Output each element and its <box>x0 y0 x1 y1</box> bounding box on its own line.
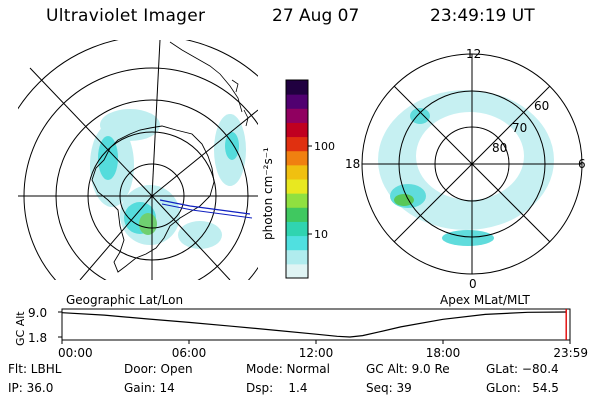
ip-status: IP: 36.0 <box>8 381 54 395</box>
apex-label: Apex MLat/MLT <box>440 293 530 307</box>
mlat-label-70: 70 <box>512 121 527 135</box>
mlt-label-18: 18 <box>345 157 360 171</box>
coastline <box>91 125 215 273</box>
mlt-label-12: 12 <box>466 47 481 61</box>
mlat-label-80: 80 <box>492 141 507 155</box>
orbit-track <box>159 199 251 215</box>
glon-status: GLon: 54.5 <box>486 381 559 395</box>
y-axis-label: GC Alt <box>14 311 27 346</box>
door-status: Door: Open <box>124 362 193 376</box>
colorbar-segment <box>286 263 308 279</box>
mlt-label-6: 6 <box>578 157 586 171</box>
glat-status: GLat: −80.4 <box>486 362 559 376</box>
altitude-chart <box>58 308 571 344</box>
mlat-label-60: 60 <box>534 99 549 113</box>
colorbar-segment <box>286 150 308 166</box>
colorbar-segment <box>286 249 308 265</box>
geographic-label: Geographic Lat/Lon <box>66 293 183 307</box>
altitude-series-line <box>61 311 567 338</box>
x-tick-label: 00:00 <box>58 346 93 360</box>
colorbar-segment <box>286 193 308 208</box>
colorbar <box>285 79 312 279</box>
mlt-label-0: 0 <box>469 277 477 291</box>
x-tick-label: 23:59 <box>553 346 588 360</box>
y-tick-1-8: 1.8 <box>28 331 47 345</box>
colorbar-segment <box>286 80 308 95</box>
x-tick-label: 12:00 <box>299 346 334 360</box>
colorbar-segment <box>286 179 308 194</box>
gain-status: Gain: 14 <box>124 381 175 395</box>
colorbar-tick-10: 10 <box>314 228 328 241</box>
gc-alt-status: GC Alt: 9.0 Re <box>366 362 450 376</box>
dsp-status: Dsp: 1.4 <box>246 381 308 395</box>
auroral-emission-geo <box>90 109 246 249</box>
instrument-title: Ultraviolet Imager <box>46 6 206 26</box>
colorbar-segment <box>286 164 308 180</box>
colorbar-segment <box>286 221 308 237</box>
colorbar-segment <box>286 94 308 109</box>
colorbar-unit: photon cm⁻²s⁻¹ <box>261 147 275 240</box>
colorbar-segment <box>286 108 308 123</box>
colorbar-segment <box>286 122 308 138</box>
colorbar-segment <box>286 207 308 222</box>
filter-status: Flt: LBHL <box>8 362 62 376</box>
colorbar-segment <box>286 235 308 251</box>
observation-date: 27 Aug 07 <box>272 6 360 26</box>
colorbar-tick-100: 100 <box>314 140 335 153</box>
x-tick-label: 06:00 <box>172 346 207 360</box>
geographic-map <box>18 40 258 280</box>
seq-status: Seq: 39 <box>366 381 412 395</box>
mode-status: Mode: Normal <box>246 362 330 376</box>
colorbar-segment <box>286 136 308 152</box>
observation-time: 23:49:19 UT <box>430 6 535 26</box>
meridians <box>18 40 258 280</box>
mlat-mlt-plot <box>361 53 583 275</box>
x-tick-label: 18:00 <box>426 346 461 360</box>
y-tick-9: 9.0 <box>28 306 47 320</box>
